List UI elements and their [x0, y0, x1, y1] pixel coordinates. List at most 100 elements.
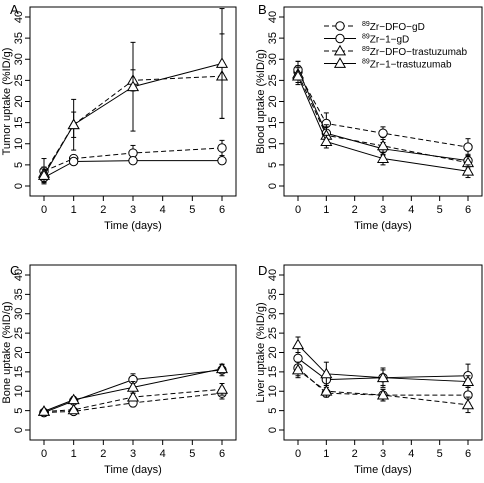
y-tick-label: 40	[267, 11, 279, 23]
legend-text: Zr−DFO−trastuzumab	[370, 47, 468, 58]
triangle-marker	[67, 393, 80, 405]
triangle-marker	[320, 385, 333, 396]
x-tick-label: 3	[130, 204, 136, 216]
y-tick-label: 10	[267, 138, 279, 150]
circle-marker	[335, 33, 345, 44]
panel-label: A	[10, 2, 19, 17]
series-line	[43, 160, 222, 178]
y-tick-label: 35	[267, 288, 279, 300]
y-tick-label: 15	[13, 117, 25, 129]
series	[291, 336, 475, 388]
circle-marker	[217, 155, 227, 166]
y-tick-label: 15	[267, 366, 279, 378]
legend-label: 89Zr−DFO−trastuzumab	[362, 46, 467, 58]
legend-superscript: 89	[362, 34, 370, 41]
y-tick-label: 10	[13, 138, 25, 150]
circle-marker	[68, 156, 79, 167]
panel-label: B	[258, 2, 267, 17]
circle-marker	[335, 21, 345, 31]
y-tick-label: 15	[13, 366, 25, 378]
series-line	[297, 73, 469, 164]
x-tick-label: 5	[189, 448, 195, 460]
triangle-marker	[461, 165, 475, 176]
x-tick-label: 0	[295, 204, 301, 216]
y-tick-label: 40	[267, 269, 279, 281]
x-axis-title: Time (days)	[104, 220, 162, 232]
x-tick-label: 6	[465, 448, 471, 460]
y-tick-label: 10	[13, 385, 25, 397]
x-tick-label: 0	[295, 448, 301, 460]
x-tick-label: 4	[160, 448, 166, 460]
panel-label: D	[258, 263, 267, 278]
legend-entry: 89Zr−DFO−trastuzumab	[324, 44, 467, 58]
y-tick-label: 5	[267, 408, 279, 414]
y-tick-label: 10	[267, 385, 279, 397]
x-axis-title: Time (days)	[354, 220, 412, 232]
legend-text: Zr−DFO−gD	[370, 22, 425, 33]
triangle-marker	[333, 57, 347, 68]
triangle-marker	[333, 44, 347, 56]
legend-entry: 89Zr−1−gD	[324, 34, 409, 46]
y-tick-label: 30	[267, 308, 279, 320]
legend-text: Zr−1−trastuzumab	[370, 60, 452, 71]
y-tick-label: 20	[267, 346, 279, 358]
x-tick-label: 5	[437, 448, 443, 460]
triangle-marker	[291, 338, 305, 350]
series-line	[297, 357, 469, 381]
y-tick-label: 30	[13, 308, 25, 320]
series	[291, 67, 475, 179]
series-line	[297, 75, 469, 172]
triangle-marker	[215, 57, 229, 68]
triangle-marker	[215, 383, 229, 394]
x-tick-label: 2	[100, 448, 106, 460]
y-tick-label: 0	[13, 183, 25, 189]
x-axis-title: Time (days)	[104, 464, 162, 476]
x-tick-label: 1	[71, 204, 77, 216]
triangle-marker	[320, 367, 333, 379]
chart-panel-b: B 0 1 2 3 4 5 6 0 5 10 15 20 25 30 35 40 Time (days) Blood…	[255, 2, 483, 232]
y-tick-label: 0	[13, 427, 25, 433]
y-axis-title: Blood uptake (%ID/g)	[255, 49, 267, 154]
x-tick-label: 4	[408, 448, 414, 460]
series-line	[43, 62, 223, 176]
y-tick-label: 40	[13, 269, 25, 281]
y-tick-label: 40	[13, 11, 25, 23]
plot-frame	[29, 264, 237, 441]
x-tick-label: 0	[41, 448, 47, 460]
y-tick-label: 35	[13, 288, 25, 300]
chart-panel-c: C 0 1 2 3 4 5 6 0 5 10 15 20 25 30 35 40 Time (days) Bone …	[1, 263, 237, 476]
x-tick-label: 6	[219, 204, 225, 216]
triangle-marker	[291, 69, 305, 81]
circle-marker	[128, 155, 138, 166]
y-tick-label: 0	[267, 183, 279, 189]
triangle-marker	[376, 152, 390, 163]
panel-label: C	[10, 263, 19, 278]
series	[37, 8, 229, 183]
triangle-marker	[461, 375, 475, 386]
y-tick-label: 5	[13, 408, 25, 414]
plot-frame	[283, 264, 483, 441]
y-tick-label: 30	[267, 53, 279, 65]
circle-marker	[463, 142, 473, 152]
series-line	[43, 75, 223, 174]
x-tick-label: 2	[352, 448, 358, 460]
legend-entry: 89Zr−1−trastuzumab	[324, 57, 452, 71]
x-tick-label: 2	[352, 204, 358, 216]
circle-marker	[378, 128, 388, 138]
x-axis-title: Time (days)	[354, 464, 412, 476]
series-line	[297, 369, 469, 406]
y-tick-label: 20	[13, 95, 25, 107]
x-tick-label: 5	[437, 204, 443, 216]
chart-panel-d: D 0 1 2 3 4 5 6 0 5 10 15 20 25 30 35 40 Time (days) Liver…	[255, 263, 483, 476]
y-tick-label: 35	[267, 32, 279, 44]
y-tick-label: 30	[13, 53, 25, 65]
y-tick-label: 20	[13, 346, 25, 358]
y-tick-label: 25	[13, 327, 25, 339]
x-tick-label: 5	[189, 204, 195, 216]
circle-marker	[293, 353, 303, 364]
y-tick-label: 15	[267, 117, 279, 129]
y-axis-title: Liver uptake (%ID/g)	[255, 302, 267, 402]
legend-label: 89Zr−1−trastuzumab	[362, 59, 452, 71]
x-tick-label: 4	[160, 204, 166, 216]
series	[37, 362, 229, 416]
